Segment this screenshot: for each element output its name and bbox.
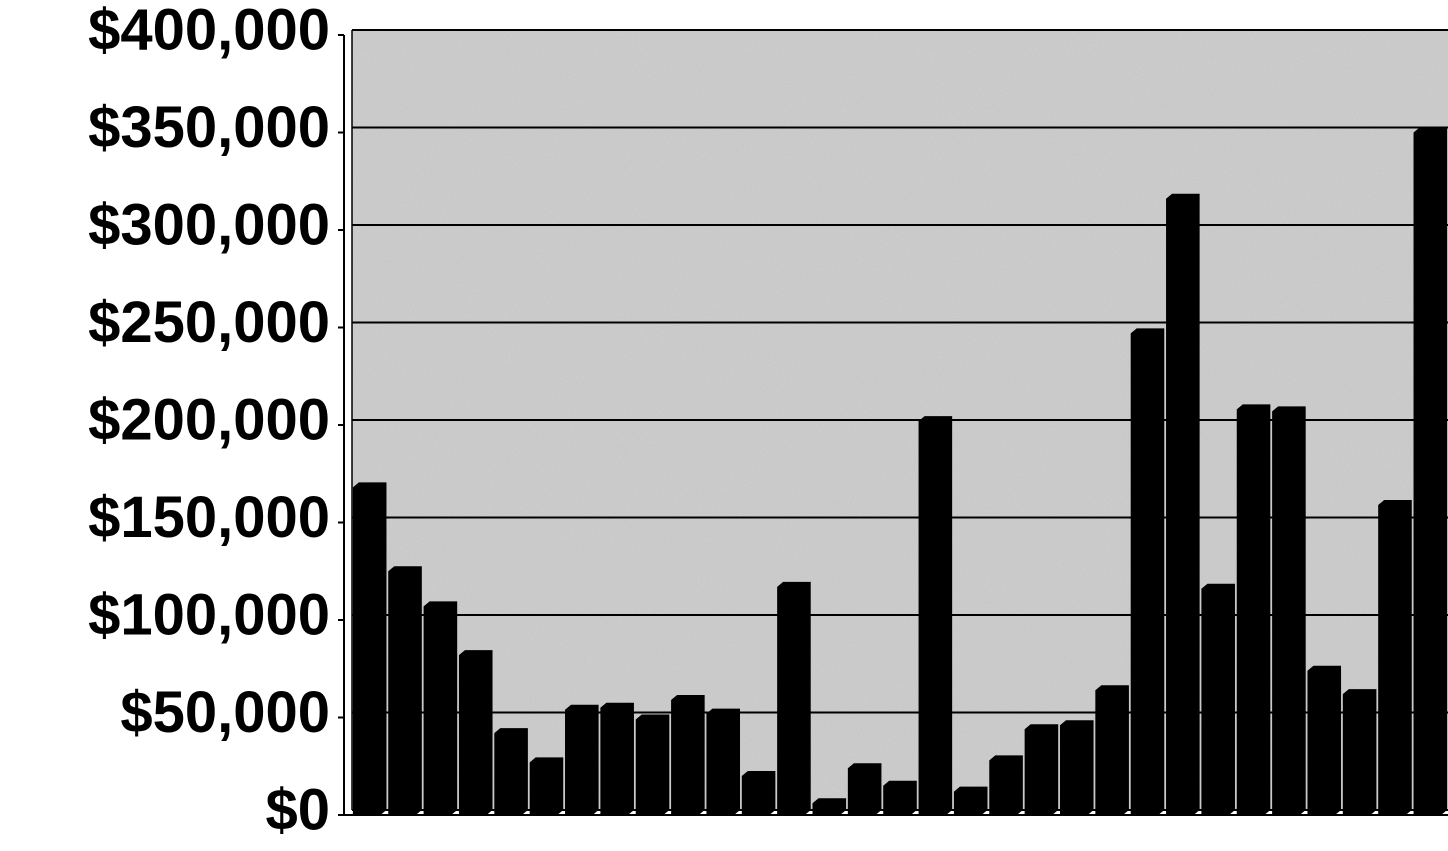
bar (388, 566, 422, 815)
bar (1095, 685, 1129, 815)
bar (423, 601, 458, 815)
bar (1166, 193, 1200, 816)
bar (706, 708, 741, 815)
bar (1130, 328, 1165, 815)
bar (741, 771, 776, 815)
bar (565, 704, 599, 815)
bar (600, 702, 634, 815)
bar (1059, 720, 1094, 815)
bar (671, 694, 705, 815)
bar (635, 714, 670, 815)
y-tick-label: $350,000 (88, 95, 330, 160)
bar (1236, 404, 1271, 815)
bar (1378, 499, 1412, 815)
bar (1413, 127, 1448, 815)
bar (1342, 689, 1377, 815)
bar (1024, 724, 1059, 815)
bar (953, 786, 988, 815)
y-tick-label: $400,000 (88, 0, 330, 62)
y-tick-label: $300,000 (88, 192, 330, 257)
bar (777, 581, 811, 815)
y-tick-label: $150,000 (88, 485, 330, 550)
y-tick-label: $0 (265, 777, 330, 842)
bar (458, 650, 493, 815)
bar (529, 757, 564, 815)
bar (989, 755, 1023, 815)
y-tick-label: $50,000 (120, 680, 330, 745)
y-tick-label: $100,000 (88, 582, 330, 647)
bar (883, 780, 917, 815)
bar (918, 416, 953, 815)
bar (1201, 583, 1235, 815)
bar (847, 763, 882, 815)
bar (1272, 406, 1306, 815)
bar (812, 798, 847, 815)
y-tick-label: $200,000 (88, 387, 330, 452)
bar (494, 728, 528, 815)
bar (352, 482, 387, 815)
y-tick-label: $250,000 (88, 290, 330, 355)
bar (1307, 665, 1342, 815)
